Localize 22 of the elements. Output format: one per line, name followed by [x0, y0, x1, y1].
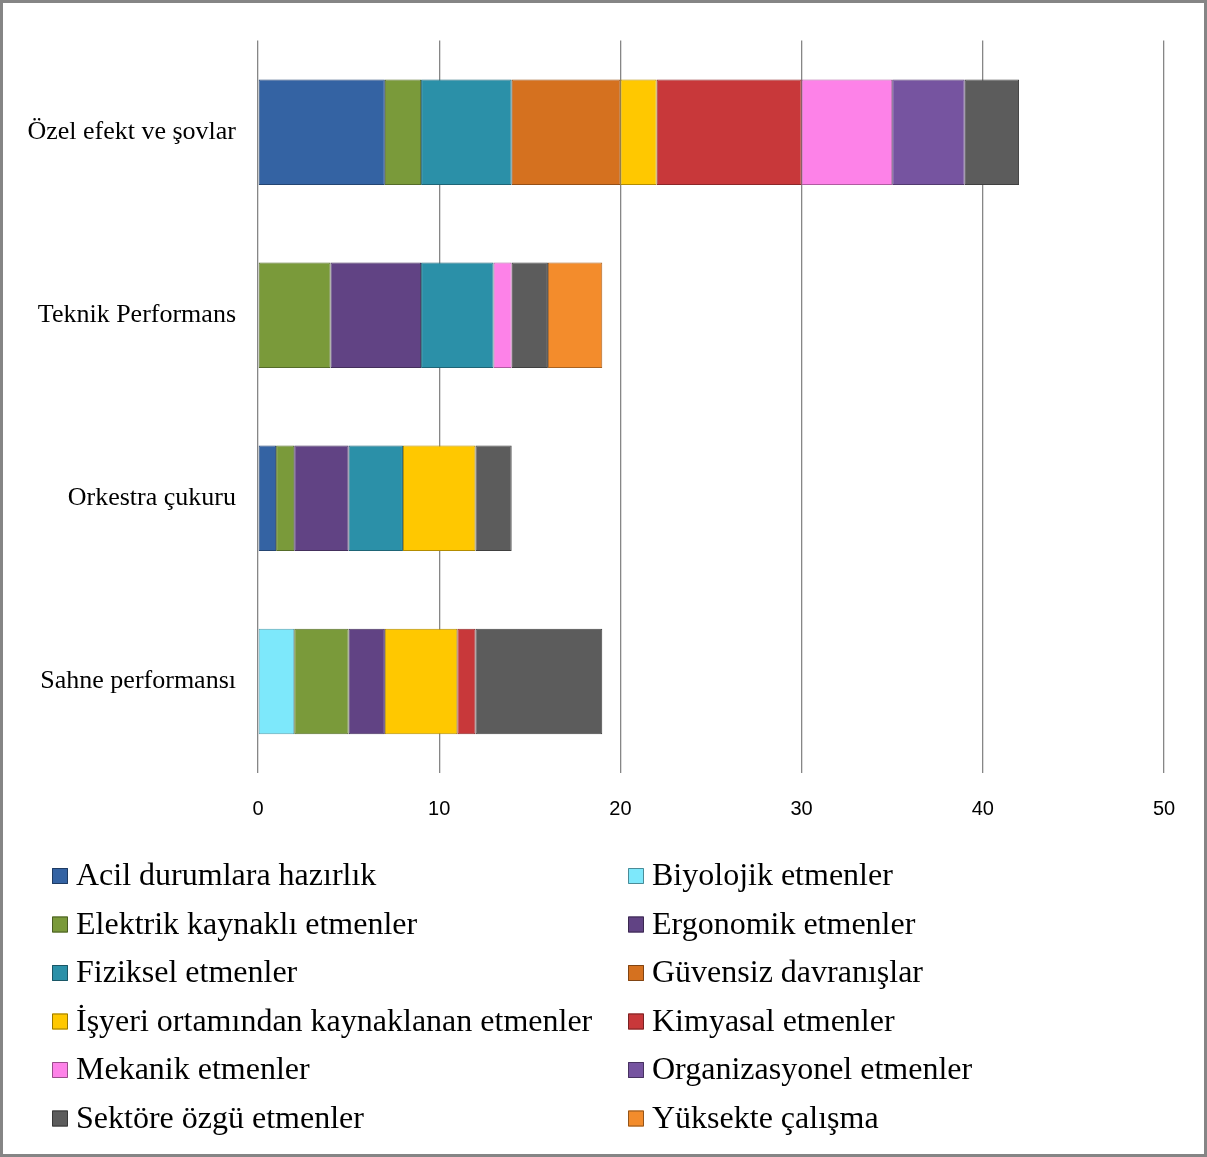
legend-label: Biyolojik etmenler — [652, 856, 894, 893]
y-tick-label: Sahne performansı — [40, 665, 236, 695]
legend-label: Mekanik etmenler — [76, 1050, 311, 1087]
x-tick-label: 0 — [252, 796, 264, 819]
x-tick-label: 30 — [790, 796, 813, 819]
legend-label: Fiziksel etmenler — [76, 953, 298, 990]
x-tick-label: 50 — [1152, 796, 1176, 819]
x-tick-label: 10 — [428, 796, 451, 819]
x-tick-label: 40 — [971, 796, 994, 819]
legend-label: Kimyasal etmenler — [652, 1001, 895, 1038]
legend-label: Acil durumlara hazırlık — [76, 856, 377, 893]
y-tick-label: Teknik Performans — [37, 299, 236, 329]
legend-label: Güvensiz davranışlar — [652, 953, 924, 990]
legend-label: Yüksekte çalışma — [652, 1098, 879, 1135]
legend-label: Elektrik kaynaklı etmenler — [76, 904, 418, 941]
legend-label: Organizasyonel etmenler — [652, 1050, 973, 1087]
legend-label: İşyeri ortamından kaynaklanan etmenler — [76, 1001, 593, 1038]
legend-label: Ergonomik etmenler — [652, 904, 916, 941]
y-tick-label: Orkestra çukuru — [67, 482, 236, 512]
y-tick-label: Özel efekt ve şovlar — [27, 115, 237, 145]
x-tick-label: 20 — [609, 796, 632, 819]
legend-label: Sektöre özgü etmenler — [76, 1098, 365, 1135]
